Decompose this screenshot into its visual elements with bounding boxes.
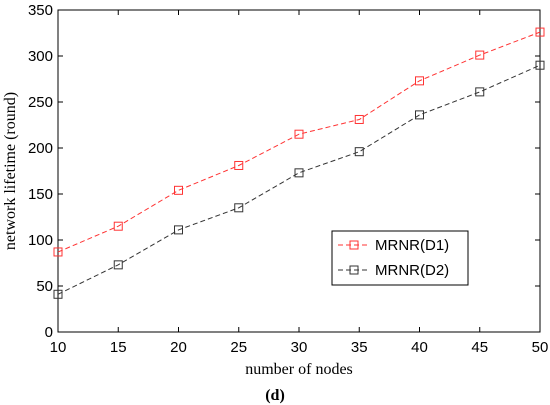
y-tick-label: 200 — [28, 140, 53, 157]
legend-box — [331, 230, 469, 286]
series-layer — [53, 27, 545, 299]
y-tick-label: 50 — [36, 278, 53, 295]
x-tick-label: 45 — [471, 339, 488, 356]
data-point — [535, 27, 545, 37]
data-point — [113, 221, 123, 231]
data-point — [415, 110, 424, 120]
legend-item: MRNR(D2) — [338, 262, 449, 279]
data-point — [53, 289, 63, 299]
x-tick-label: 25 — [230, 339, 247, 356]
series-line — [57, 64, 541, 295]
y-axis: 0 50 100 150 200 250 300 350 — [28, 2, 540, 341]
data-point — [475, 87, 485, 97]
x-tick-label: 10 — [50, 339, 67, 356]
data-point — [294, 168, 304, 178]
x-tick-label: 20 — [170, 339, 187, 356]
data-point — [294, 129, 304, 139]
legend-marker — [349, 265, 359, 275]
x-tick-label: 50 — [532, 339, 549, 356]
data-point — [234, 160, 244, 170]
x-axis: 10 15 20 25 30 35 40 45 50 — [50, 10, 549, 356]
y-tick-label: 250 — [28, 94, 53, 111]
legend-marker — [349, 240, 359, 250]
data-point — [113, 260, 123, 270]
data-point — [354, 114, 364, 124]
data-point — [174, 185, 183, 195]
data-point — [354, 147, 364, 157]
panel-label: (d) — [265, 387, 285, 404]
series-1 — [53, 27, 545, 257]
y-tick-label: 0 — [45, 324, 53, 341]
data-point — [415, 76, 424, 86]
data-point — [475, 50, 485, 60]
y-axis-title: network lifetime (round) — [2, 92, 19, 250]
x-tick-label: 30 — [291, 339, 308, 356]
y-tick-label: 350 — [28, 2, 53, 19]
x-tick-label: 40 — [411, 339, 428, 356]
series-line — [57, 31, 541, 253]
y-tick-label: 150 — [28, 186, 53, 203]
data-point — [234, 203, 244, 213]
data-point — [535, 60, 545, 70]
data-point — [53, 247, 63, 257]
legend-label: MRNR(D2) — [375, 262, 449, 279]
legend: MRNR(D1) MRNR(D2) — [331, 230, 469, 286]
series-2 — [53, 60, 545, 299]
legend-label: MRNR(D1) — [375, 237, 449, 254]
x-tick-label: 35 — [351, 339, 368, 356]
x-axis-title: number of nodes — [245, 361, 353, 378]
x-tick-label: 15 — [110, 339, 127, 356]
y-tick-label: 300 — [28, 48, 53, 65]
data-point — [174, 225, 183, 235]
legend-item: MRNR(D1) — [338, 237, 449, 254]
y-tick-label: 100 — [28, 232, 53, 249]
